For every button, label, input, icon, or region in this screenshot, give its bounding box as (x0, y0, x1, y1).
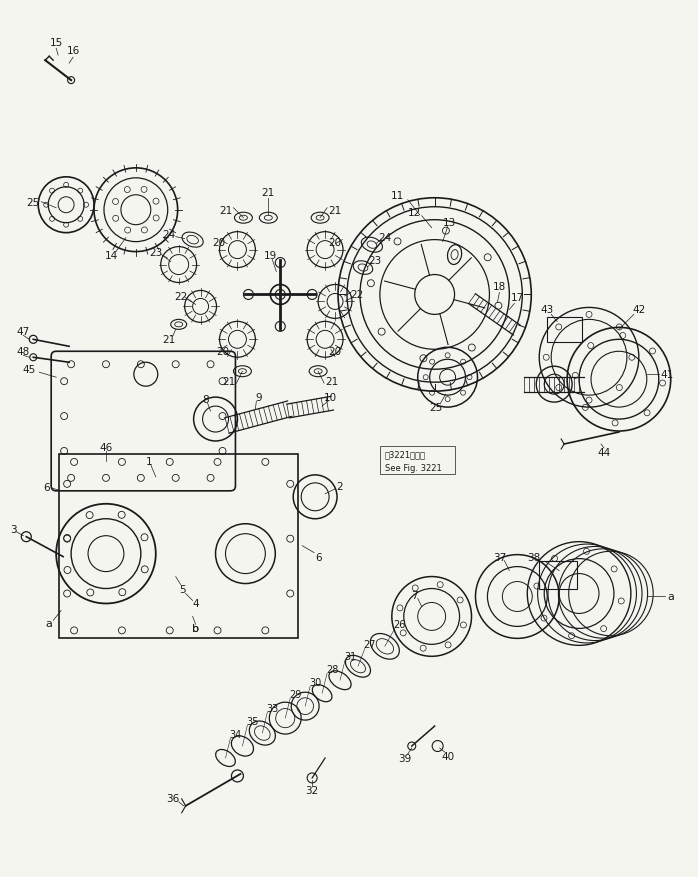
Text: 23: 23 (369, 255, 382, 265)
Text: 26: 26 (394, 620, 406, 630)
Text: 35: 35 (246, 717, 258, 726)
Text: 5: 5 (179, 584, 186, 594)
Text: 32: 32 (306, 785, 319, 795)
Text: 21: 21 (219, 205, 232, 216)
Text: 20: 20 (329, 238, 341, 247)
Text: 2: 2 (336, 481, 343, 491)
Text: 41: 41 (660, 370, 674, 380)
Text: 18: 18 (493, 282, 506, 292)
Text: 17: 17 (511, 293, 524, 303)
Bar (540, 561, 577, 588)
Text: a: a (667, 592, 674, 602)
Text: 33: 33 (266, 703, 279, 713)
Text: 6: 6 (43, 482, 50, 492)
Text: 40: 40 (441, 751, 454, 761)
Text: 44: 44 (597, 447, 611, 458)
Text: 14: 14 (104, 250, 117, 260)
Text: 38: 38 (528, 552, 541, 562)
Text: 13: 13 (443, 217, 456, 227)
Text: 3: 3 (10, 524, 17, 534)
Text: 31: 31 (344, 652, 356, 661)
Text: See Fig. 3221: See Fig. 3221 (385, 464, 442, 473)
Text: b: b (192, 624, 199, 634)
Text: 21: 21 (329, 205, 342, 216)
Text: 43: 43 (540, 305, 554, 315)
Text: 8: 8 (202, 395, 209, 404)
Text: 47: 47 (17, 327, 30, 337)
Text: 46: 46 (99, 443, 112, 453)
Text: b: b (192, 624, 199, 634)
Bar (380, 446, 454, 474)
Bar (59, 454, 298, 638)
Text: 42: 42 (632, 305, 646, 315)
Text: 21: 21 (162, 335, 175, 345)
Text: 30: 30 (309, 677, 321, 688)
Text: 16: 16 (66, 46, 80, 56)
Text: 27: 27 (364, 639, 376, 650)
Text: 21: 21 (325, 377, 339, 387)
Text: 15: 15 (50, 39, 63, 48)
Text: 45: 45 (22, 365, 36, 374)
Text: 25: 25 (27, 197, 40, 208)
Text: 24: 24 (378, 232, 392, 242)
Bar (547, 318, 582, 343)
Text: 6: 6 (315, 552, 322, 562)
Text: 25: 25 (429, 403, 443, 412)
Text: 37: 37 (493, 552, 506, 562)
Text: 7: 7 (411, 590, 418, 600)
Text: 39: 39 (398, 753, 411, 763)
Text: 1: 1 (145, 456, 152, 467)
Text: 12: 12 (408, 208, 422, 217)
Text: 21: 21 (222, 377, 235, 387)
Text: 20: 20 (216, 347, 229, 357)
Text: 48: 48 (17, 347, 30, 357)
Text: 19: 19 (264, 250, 277, 260)
Text: a: a (46, 618, 52, 629)
Text: 10: 10 (323, 393, 336, 403)
Text: 24: 24 (162, 230, 175, 239)
Text: 34: 34 (230, 730, 242, 739)
Text: 20: 20 (329, 347, 341, 357)
Text: 36: 36 (166, 793, 179, 803)
Text: 9: 9 (255, 393, 262, 403)
Text: 29: 29 (289, 689, 302, 699)
Text: 4: 4 (193, 599, 199, 609)
Text: 21: 21 (262, 188, 275, 197)
Text: 28: 28 (326, 665, 339, 674)
Text: 図3221図参照: 図3221図参照 (385, 450, 426, 459)
Text: 22: 22 (174, 292, 187, 302)
Text: 20: 20 (212, 238, 225, 247)
Text: 11: 11 (391, 190, 404, 201)
Text: 22: 22 (350, 290, 364, 300)
Text: 23: 23 (149, 247, 163, 257)
